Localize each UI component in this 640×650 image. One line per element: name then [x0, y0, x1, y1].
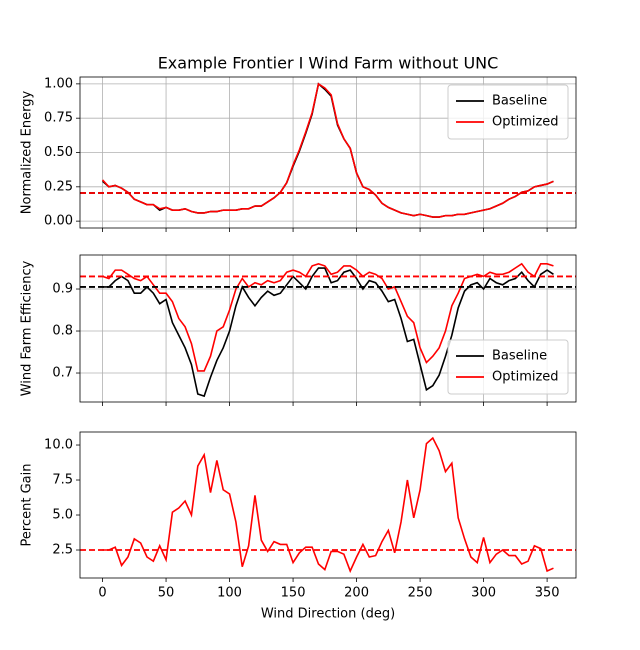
x-tick-label: 0 [98, 586, 106, 601]
x-tick-label: 300 [471, 586, 496, 601]
legend-label: Baseline [492, 94, 547, 109]
y-tick-label: 0.9 [52, 282, 73, 297]
y-tick-label: 10.0 [44, 438, 73, 453]
legend-label: Optimized [492, 370, 559, 385]
y-tick-label: 0.7 [52, 366, 73, 381]
y-tick-label: 5.0 [52, 508, 73, 523]
y-tick-label: 1.00 [44, 76, 73, 91]
legend-box [447, 339, 569, 395]
y-axis-label: Percent Gain [20, 464, 35, 547]
plot-frame [79, 76, 577, 229]
x-tick-label: 250 [408, 586, 433, 601]
y-tick-label: 0.50 [44, 145, 73, 160]
y-tick-label: 2.5 [52, 543, 73, 558]
y-tick-label: 0.00 [44, 214, 73, 229]
y-axis-label: Normalized Energy [20, 91, 35, 215]
legend-label: Baseline [492, 349, 547, 364]
x-tick-label: 200 [344, 586, 369, 601]
y-tick-label: 7.5 [52, 473, 73, 488]
x-tick-label: 100 [217, 586, 242, 601]
legend-label: Optimized [492, 115, 559, 130]
data-line [102, 262, 554, 372]
plot-frame [79, 254, 577, 403]
y-axis-label: Wind Farm Efficiency [20, 260, 35, 396]
x-tick-label: 50 [158, 586, 175, 601]
legend-box [447, 84, 569, 140]
data-line [102, 267, 554, 398]
plot-frame [79, 431, 577, 579]
data-line [101, 82, 554, 218]
x-axis-label: Wind Direction (deg) [261, 607, 395, 622]
y-tick-label: 0.25 [44, 179, 73, 194]
y-tick-label: 0.8 [52, 324, 73, 339]
x-tick-label: 150 [281, 586, 306, 601]
chart-title: Example Frontier I Wind Farm without UNC [158, 54, 499, 73]
x-tick-label: 350 [535, 586, 560, 601]
data-line [102, 436, 554, 574]
y-tick-label: 0.75 [44, 111, 73, 126]
